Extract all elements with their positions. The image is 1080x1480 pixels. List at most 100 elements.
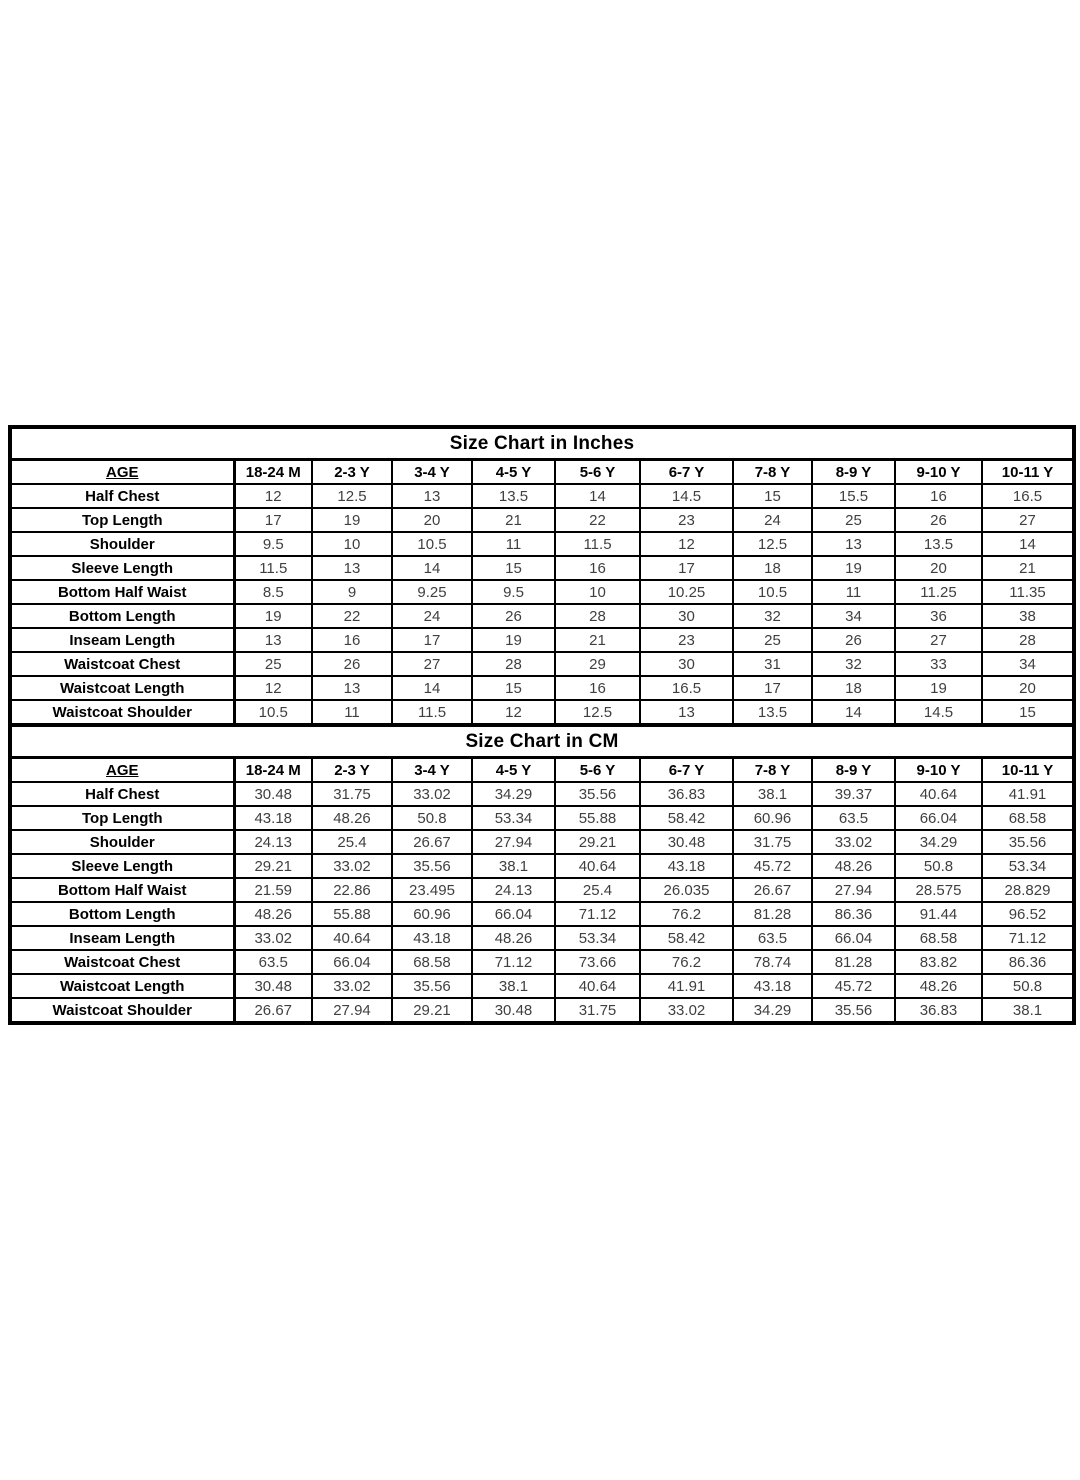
column-header: 3-4 Y bbox=[391, 756, 473, 783]
column-header: 3-4 Y bbox=[391, 458, 473, 485]
value-cell: 50.8 bbox=[391, 805, 473, 831]
value-cell: 12.5 bbox=[311, 483, 393, 509]
value-cell: 26.67 bbox=[233, 997, 313, 1025]
value-cell: 28.575 bbox=[894, 877, 983, 903]
value-cell: 10.5 bbox=[732, 579, 813, 605]
value-cell: 34 bbox=[981, 651, 1075, 677]
value-cell: 16 bbox=[311, 627, 393, 653]
column-header: 7-8 Y bbox=[732, 458, 813, 485]
value-cell: 38.1 bbox=[471, 853, 556, 879]
table-row: Top Length 17 19 20 21 22 23 24 25 26 27 bbox=[9, 507, 1075, 533]
value-cell: 91.44 bbox=[894, 901, 983, 927]
value-cell: 14 bbox=[391, 555, 473, 581]
value-cell: 53.34 bbox=[471, 805, 556, 831]
value-cell: 33.02 bbox=[311, 973, 393, 999]
table-row: Shoulder 9.5 10 10.5 11 11.5 12 12.5 13 13.5 14 bbox=[9, 531, 1075, 557]
value-cell: 9 bbox=[311, 579, 393, 605]
value-cell: 28 bbox=[981, 627, 1075, 653]
value-cell: 39.37 bbox=[811, 781, 896, 807]
value-cell: 14.5 bbox=[639, 483, 734, 509]
value-cell: 83.82 bbox=[894, 949, 983, 975]
column-header: 6-7 Y bbox=[639, 458, 734, 485]
value-cell: 71.12 bbox=[554, 901, 641, 927]
value-cell: 16.5 bbox=[639, 675, 734, 701]
row-label: Waistcoat Shoulder bbox=[9, 997, 236, 1025]
table-row: Waistcoat Shoulder 10.5 11 11.5 12 12.5 13 13.5… bbox=[9, 699, 1075, 727]
value-cell: 22 bbox=[311, 603, 393, 629]
value-cell: 86.36 bbox=[981, 949, 1075, 975]
value-cell: 13.5 bbox=[471, 483, 556, 509]
row-label: Half Chest bbox=[9, 483, 236, 509]
value-cell: 26 bbox=[894, 507, 983, 533]
value-cell: 14.5 bbox=[894, 699, 983, 727]
value-cell: 31.75 bbox=[311, 781, 393, 807]
value-cell: 78.74 bbox=[732, 949, 813, 975]
value-cell: 20 bbox=[981, 675, 1075, 701]
value-cell: 22.86 bbox=[311, 877, 393, 903]
column-header: 9-10 Y bbox=[894, 458, 983, 485]
row-label: Sleeve Length bbox=[9, 555, 236, 581]
row-label: Waistcoat Chest bbox=[9, 949, 236, 975]
value-cell: 28.829 bbox=[981, 877, 1075, 903]
value-cell: 41.91 bbox=[639, 973, 734, 999]
value-cell: 10.25 bbox=[639, 579, 734, 605]
value-cell: 68.58 bbox=[981, 805, 1075, 831]
value-cell: 19 bbox=[233, 603, 313, 629]
age-header-text: AGE bbox=[105, 761, 139, 779]
value-cell: 35.56 bbox=[554, 781, 641, 807]
value-cell: 33.02 bbox=[391, 781, 473, 807]
value-cell: 81.28 bbox=[732, 901, 813, 927]
value-cell: 13 bbox=[391, 483, 473, 509]
value-cell: 33.02 bbox=[639, 997, 734, 1025]
value-cell: 48.26 bbox=[894, 973, 983, 999]
value-cell: 10.5 bbox=[391, 531, 473, 557]
value-cell: 18 bbox=[811, 675, 896, 701]
value-cell: 17 bbox=[639, 555, 734, 581]
value-cell: 45.72 bbox=[732, 853, 813, 879]
value-cell: 13 bbox=[311, 555, 393, 581]
value-cell: 40.64 bbox=[311, 925, 393, 951]
value-cell: 73.66 bbox=[554, 949, 641, 975]
row-label: Bottom Length bbox=[9, 901, 236, 927]
table-row: Bottom Length 48.26 55.88 60.96 66.04 71.12 76… bbox=[9, 901, 1075, 927]
value-cell: 32 bbox=[811, 651, 896, 677]
value-cell: 36 bbox=[894, 603, 983, 629]
value-cell: 13.5 bbox=[732, 699, 813, 727]
value-cell: 21 bbox=[554, 627, 641, 653]
value-cell: 33 bbox=[894, 651, 983, 677]
value-cell: 26 bbox=[471, 603, 556, 629]
row-label: Sleeve Length bbox=[9, 853, 236, 879]
value-cell: 19 bbox=[471, 627, 556, 653]
value-cell: 35.56 bbox=[391, 973, 473, 999]
table-row: Waistcoat Length 30.48 33.02 35.56 38.1 40.64… bbox=[9, 973, 1075, 999]
value-cell: 14 bbox=[981, 531, 1075, 557]
value-cell: 30.48 bbox=[639, 829, 734, 855]
row-label: Waistcoat Chest bbox=[9, 651, 236, 677]
row-label: Shoulder bbox=[9, 829, 236, 855]
value-cell: 96.52 bbox=[981, 901, 1075, 927]
column-header: 5-6 Y bbox=[554, 756, 641, 783]
value-cell: 26 bbox=[311, 651, 393, 677]
value-cell: 13 bbox=[811, 531, 896, 557]
value-cell: 27 bbox=[391, 651, 473, 677]
table-row: Shoulder 24.13 25.4 26.67 27.94 29.21 30.48 31.… bbox=[9, 829, 1075, 855]
value-cell: 11.5 bbox=[554, 531, 641, 557]
value-cell: 31 bbox=[732, 651, 813, 677]
value-cell: 55.88 bbox=[311, 901, 393, 927]
value-cell: 14 bbox=[811, 699, 896, 727]
value-cell: 26.67 bbox=[391, 829, 473, 855]
value-cell: 29.21 bbox=[391, 997, 473, 1025]
value-cell: 50.8 bbox=[981, 973, 1075, 999]
value-cell: 38.1 bbox=[471, 973, 556, 999]
value-cell: 21 bbox=[471, 507, 556, 533]
value-cell: 38.1 bbox=[981, 997, 1075, 1025]
value-cell: 11.5 bbox=[233, 555, 313, 581]
value-cell: 27.94 bbox=[311, 997, 393, 1025]
table-row: Sleeve Length 11.5 13 14 15 16 17 18 19 20 21 bbox=[9, 555, 1075, 581]
value-cell: 26.67 bbox=[732, 877, 813, 903]
value-cell: 31.75 bbox=[554, 997, 641, 1025]
row-label: Inseam Length bbox=[9, 925, 236, 951]
value-cell: 60.96 bbox=[732, 805, 813, 831]
value-cell: 31.75 bbox=[732, 829, 813, 855]
